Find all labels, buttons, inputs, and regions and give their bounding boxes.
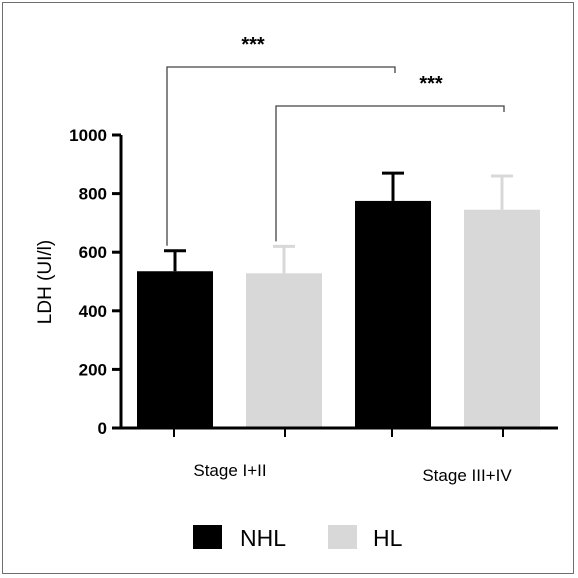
legend-item-nhl: NHL (193, 525, 286, 551)
bar-hl-1 (246, 273, 322, 428)
y-axis: 0 200 400 600 800 1000 Stage I+II Stage III+IV (69, 126, 558, 485)
bracket-line-1 (166, 66, 396, 246)
y-axis-label: LDH (UI/l) (35, 240, 56, 324)
legend-label-hl: HL (373, 525, 403, 551)
significance-label-1: *** (241, 34, 265, 56)
significance-label-2: *** (419, 73, 443, 95)
y-tick-label-800: 800 (79, 185, 107, 204)
error-bars-layer (164, 171, 513, 274)
bar-hl-2 (464, 209, 540, 428)
legend-item-hl: HL (328, 525, 403, 551)
legend-swatch-hl (328, 525, 357, 549)
legend-label-nhl: NHL (240, 525, 286, 551)
significance-bracket-2: *** (275, 73, 505, 242)
x-category-label-1: Stage I+II (193, 461, 266, 480)
legend: NHL HL (193, 525, 403, 551)
significance-bracket-1: *** (166, 34, 396, 246)
y-tick-label-200: 200 (79, 360, 107, 379)
significance-brackets: *** *** (166, 34, 505, 246)
bar-nhl-1 (137, 271, 213, 428)
bars-layer (137, 200, 540, 428)
x-category-label-2: Stage III+IV (422, 466, 512, 485)
figure-frame: 0 200 400 600 800 1000 Stage I+II Stage III+IV … (2, 2, 574, 574)
bracket-line-2 (275, 105, 505, 242)
y-tick-label-600: 600 (79, 243, 107, 262)
y-tick-label-0: 0 (98, 419, 107, 438)
y-tick-label-400: 400 (79, 302, 107, 321)
bar-nhl-2 (355, 200, 431, 428)
legend-swatch-nhl (193, 525, 222, 549)
y-tick-label-1000: 1000 (69, 126, 107, 145)
